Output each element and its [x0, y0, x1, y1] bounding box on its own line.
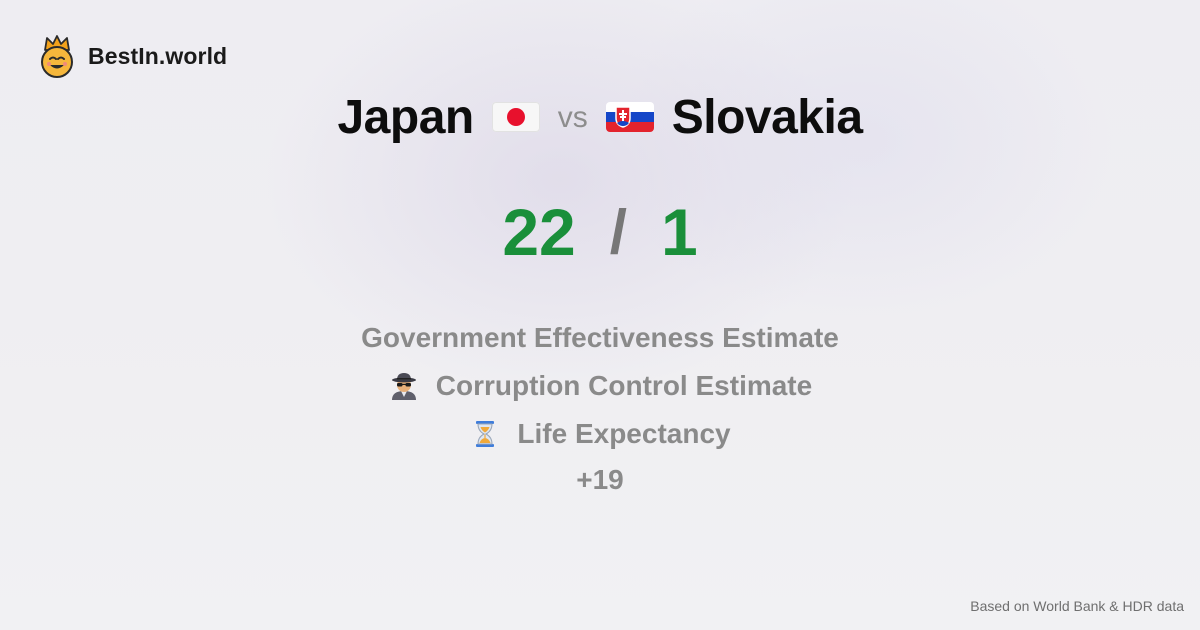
metric-label: Corruption Control Estimate — [435, 370, 813, 401]
right-score: 1 — [660, 195, 698, 269]
data-source-note: Based on World Bank & HDR data — [970, 598, 1184, 614]
metric-label: Life Expectancy — [517, 418, 731, 449]
metric-list: Government Effectiveness Estimate Corrup… — [0, 314, 1200, 502]
brand-name: BestIn.world — [88, 42, 228, 69]
right-country-name: Slovakia — [671, 90, 863, 144]
metric-item: Government Effectiveness Estimate — [0, 314, 1200, 362]
vs-label: vs — [557, 101, 588, 134]
hourglass-icon — [476, 421, 495, 447]
left-country-name: Japan — [337, 90, 474, 144]
japan-flag-icon — [491, 102, 540, 132]
slovakia-flag-icon — [605, 102, 654, 132]
more-metrics-count: +19 — [576, 464, 624, 495]
score-display: 22 / 1 — [0, 195, 1200, 269]
metric-label: Government Effectiveness Estimate — [361, 322, 839, 353]
spy-icon — [391, 373, 416, 400]
left-score: 22 — [502, 195, 576, 269]
crown-smiley-icon — [41, 35, 73, 78]
metric-item: Life Expectancy — [0, 410, 1200, 458]
comparison-title: Japan vs Slovakia — [0, 88, 1200, 146]
brand-logo[interactable]: BestIn.world — [38, 34, 227, 78]
metric-item: Corruption Control Estimate — [0, 362, 1200, 410]
score-separator: / — [609, 197, 627, 267]
